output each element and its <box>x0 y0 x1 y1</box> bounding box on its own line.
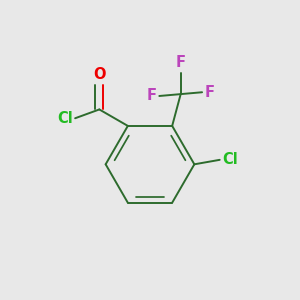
Text: F: F <box>147 88 157 104</box>
Text: F: F <box>176 55 186 70</box>
Text: O: O <box>93 67 106 82</box>
Text: F: F <box>204 85 214 100</box>
Text: Cl: Cl <box>57 111 73 126</box>
Text: Cl: Cl <box>222 152 238 167</box>
